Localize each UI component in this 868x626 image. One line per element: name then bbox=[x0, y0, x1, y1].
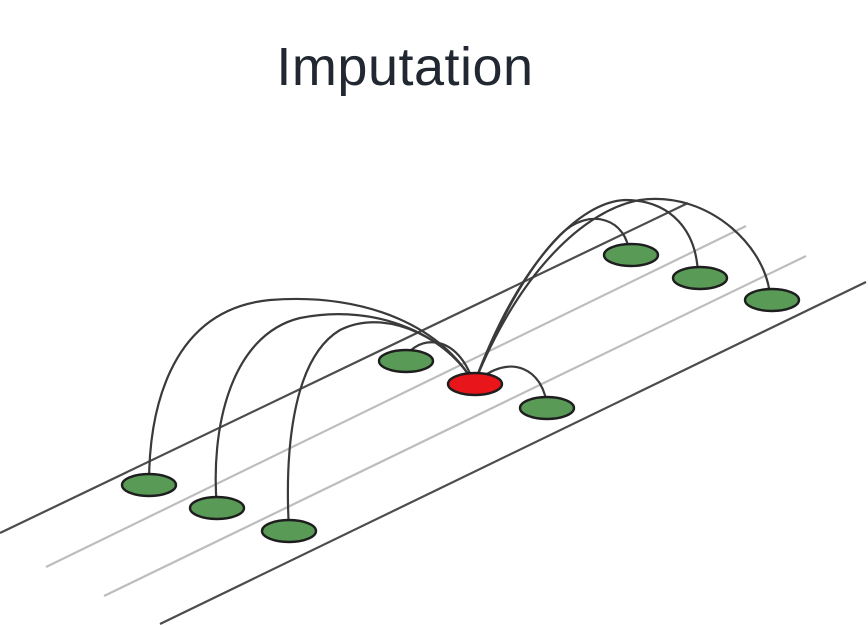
observed-node bbox=[188, 495, 246, 521]
observed-node bbox=[260, 518, 318, 544]
arc-node-left-3 bbox=[286, 321, 476, 532]
observed-node bbox=[743, 287, 801, 313]
observed-nodes bbox=[120, 242, 801, 544]
track-1 bbox=[0, 202, 689, 534]
track-2 bbox=[45, 225, 747, 568]
page-title: Imputation bbox=[276, 37, 534, 97]
tracks bbox=[0, 202, 867, 625]
observed-node bbox=[518, 395, 576, 421]
arcs bbox=[147, 197, 772, 532]
observed-node bbox=[377, 348, 435, 374]
observed-node bbox=[120, 472, 178, 498]
observed-node bbox=[671, 265, 729, 291]
arc-node-left-1 bbox=[147, 297, 476, 486]
track-3 bbox=[103, 255, 807, 597]
missing-node bbox=[446, 371, 504, 397]
observed-node bbox=[602, 242, 660, 268]
track-4 bbox=[159, 281, 867, 625]
arc-node-right-2 bbox=[472, 198, 700, 386]
arc-node-right-3 bbox=[472, 197, 772, 386]
